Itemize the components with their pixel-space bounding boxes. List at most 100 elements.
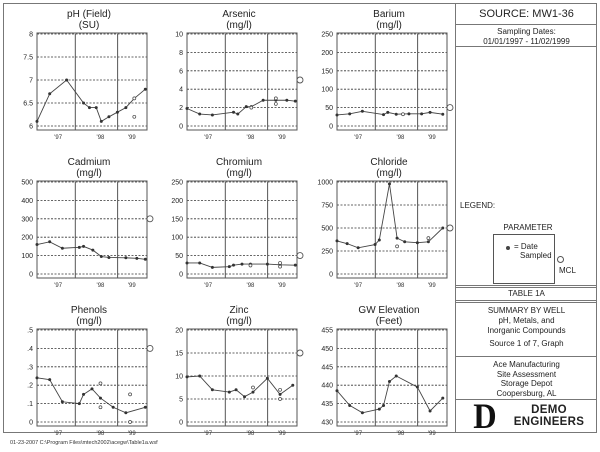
plot-frame	[186, 328, 298, 427]
chart-svg: 6 6.5 7 7.5 8 '97 '98 '99	[23, 32, 148, 141]
source-title: SOURCE: MW1-36	[479, 8, 574, 20]
data-point	[198, 112, 202, 116]
data-point	[428, 110, 432, 114]
chart-svg: 0 50 100 150 200 250 '97 '98 '99	[171, 180, 304, 289]
legend-label: LEGEND:	[460, 201, 496, 210]
data-point	[293, 263, 297, 267]
data-point	[82, 101, 86, 105]
summary-line: pH, Metals, and	[498, 316, 555, 325]
data-point	[60, 400, 64, 404]
data-point	[90, 387, 94, 391]
data-point	[185, 261, 189, 265]
data-point	[394, 112, 398, 116]
divider	[456, 302, 597, 303]
y-tick-label: 15	[175, 351, 183, 358]
data-point-sample	[278, 397, 282, 401]
chart-title: GW Elevation (Feet)	[324, 305, 454, 327]
site-line: Site Assessment	[496, 369, 557, 379]
chart-title-text: Chromium	[215, 157, 263, 168]
chart-title: Arsenic (mg/l)	[174, 9, 304, 31]
data-point-sample	[98, 381, 103, 386]
data-point	[377, 238, 381, 242]
data-point	[94, 106, 98, 110]
summary-block: SUMMARY BY WELL pH, Metals, and Inorgani…	[456, 304, 597, 356]
y-tick-label: 7.5	[23, 55, 33, 62]
site-line: Storage Depot	[500, 379, 553, 388]
x-tick-label: '99	[278, 431, 286, 437]
chart-title-text: Cadmium	[67, 157, 111, 168]
data-point	[386, 110, 390, 114]
chart-title-text: GW Elevation	[358, 305, 420, 316]
x-tick-label: '97	[204, 135, 212, 141]
y-tick-label: 455	[321, 328, 333, 335]
chart-unit-text: (SU)	[78, 20, 100, 31]
chart-svg: 0 5 10 15 20 '97 '98 '99	[175, 328, 304, 437]
y-tick-label: 50	[325, 105, 333, 112]
chart-ph: pH (Field) (SU) 6 6.5 7 7.5 8 '97 '98 '99	[4, 4, 154, 147]
legend-date-line2: Sampled	[520, 251, 552, 260]
data-point	[143, 257, 147, 261]
sampling-dates: Sampling Dates: 01/01/1997 - 11/02/1999	[456, 26, 597, 48]
site-block: Ace Manufacturing Site Assessment Storag…	[456, 357, 597, 399]
data-point	[291, 383, 295, 387]
x-tick-label: '98	[97, 135, 105, 141]
data-point	[261, 98, 265, 102]
chart-title-text: Barium	[373, 9, 405, 20]
company-logo: D DEMO ENGINEERS	[456, 398, 597, 434]
chart-unit-text: (mg/l)	[376, 20, 402, 31]
data-point	[373, 243, 377, 247]
y-tick-label: 500	[321, 226, 333, 233]
data-point	[35, 376, 39, 380]
legend-parameter: PARAMETER	[503, 223, 553, 232]
data-point	[356, 246, 360, 250]
mcl-marker	[296, 252, 304, 260]
data-point-sample	[278, 261, 282, 265]
data-point	[82, 392, 86, 396]
mcl-marker	[446, 224, 454, 232]
date-sampled-marker-icon	[506, 246, 510, 250]
x-tick-label: '98	[97, 283, 105, 289]
chart-arsenic: Arsenic (mg/l) 0 2 4 6 8 10 '97 '98 '99	[154, 4, 304, 147]
data-point-sample	[278, 264, 282, 269]
legend-box: = Date Sampled	[493, 234, 555, 284]
data-point	[415, 385, 419, 389]
chart-title-text: pH (Field)	[67, 9, 111, 20]
data-point	[243, 395, 247, 399]
data-point-sample	[273, 102, 278, 106]
x-tick-label: '99	[428, 135, 436, 141]
y-tick-label: 0	[29, 420, 33, 427]
data-point	[210, 265, 214, 269]
logo-line1: DEMO	[531, 404, 567, 416]
data-point	[232, 263, 236, 267]
mcl-marker	[296, 76, 304, 84]
plot-frame	[186, 180, 298, 279]
y-tick-label: 8	[179, 50, 183, 57]
series-line	[186, 375, 294, 398]
data-point	[345, 242, 349, 246]
data-point-sample	[278, 387, 282, 392]
y-tick-label: 100	[21, 253, 33, 260]
series-line	[336, 110, 443, 116]
y-tick-label: 430	[321, 420, 333, 427]
data-point-sample	[132, 114, 137, 119]
data-point	[35, 119, 39, 123]
charts-area: pH (Field) (SU) 6 6.5 7 7.5 8'97'98'99 Arseni…	[4, 4, 454, 437]
x-tick-label: '99	[428, 283, 436, 289]
y-tick-label: 300	[21, 216, 33, 223]
divider	[456, 300, 597, 301]
data-point	[227, 265, 231, 269]
legend-date-line1: = Date	[514, 242, 538, 251]
legend-mcl: MCL	[559, 266, 576, 275]
divider	[456, 399, 597, 400]
x-tick-label: '99	[428, 431, 436, 437]
data-point	[293, 99, 297, 103]
y-tick-label: 0	[329, 272, 333, 279]
y-tick-label: 6	[179, 68, 183, 75]
x-tick-label: '98	[397, 283, 405, 289]
mcl-marker	[146, 344, 154, 352]
data-point-sample	[132, 96, 137, 101]
chart-gw-elevation: GW Elevation (Feet) 430 435 440 445 450 455 '97…	[304, 300, 454, 443]
chart-title: pH (Field) (SU)	[24, 9, 154, 31]
sampling-range: 01/01/1997 - 11/02/1999	[483, 37, 570, 46]
data-point	[198, 374, 202, 378]
